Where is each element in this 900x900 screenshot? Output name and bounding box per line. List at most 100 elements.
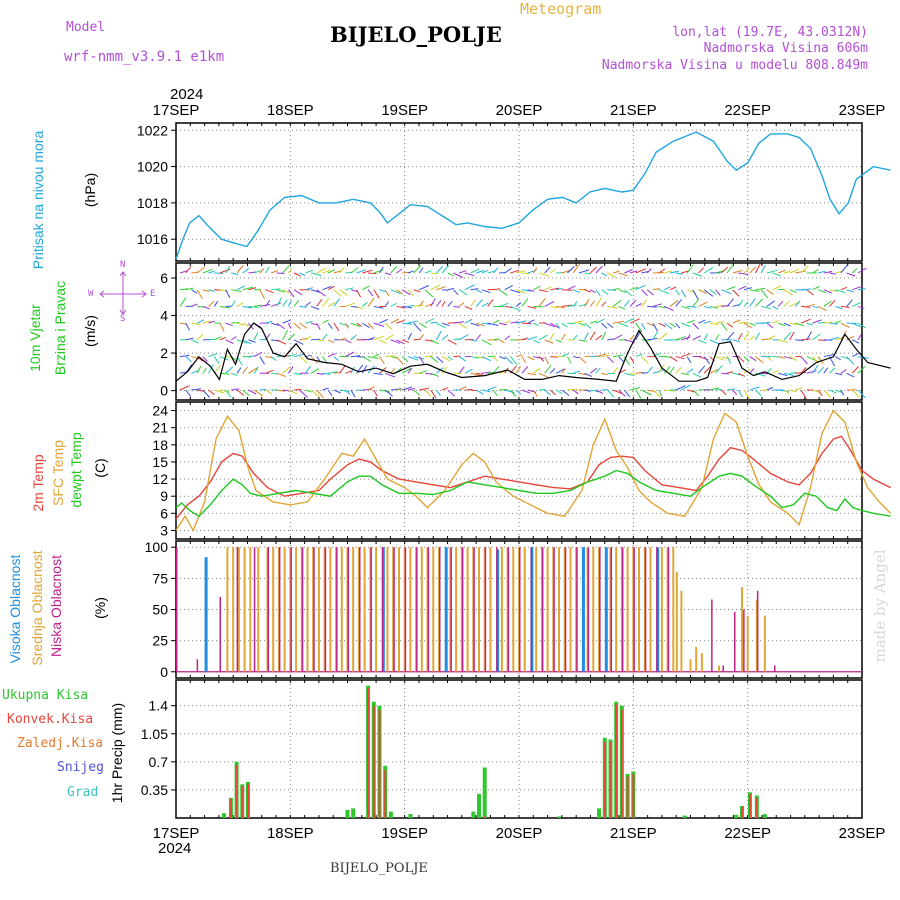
conv-precip-bar — [603, 741, 606, 818]
wind-arrow — [663, 366, 671, 374]
low-cloud-bar — [519, 547, 521, 672]
wind-arrow — [595, 334, 603, 341]
wind-arrow — [641, 271, 649, 274]
low-cloud-bar — [196, 659, 199, 672]
wind-arrow — [487, 322, 499, 326]
wind-arrow — [373, 289, 380, 299]
wind-arrow — [783, 389, 790, 395]
wind-arrow — [185, 266, 192, 274]
low-cloud-bar — [176, 547, 178, 672]
wind-arrow — [379, 339, 387, 344]
wind-arrow — [464, 305, 473, 310]
wind-arrow — [851, 389, 861, 399]
wind-arrow — [504, 284, 514, 291]
low-cloud-bar — [564, 547, 567, 672]
wind-arrow — [704, 305, 712, 309]
wind-arrow — [333, 270, 342, 274]
wind-arrow — [430, 339, 440, 345]
wind-arrow — [248, 389, 257, 395]
wind-arrow — [783, 270, 791, 274]
wind-arrow — [435, 330, 442, 341]
wind-arrow — [629, 318, 640, 324]
wind-arrow — [561, 389, 570, 396]
wind-arrow — [641, 372, 648, 374]
wind-arrow — [271, 288, 281, 291]
wind-arrow — [276, 372, 286, 377]
wind-arrow — [441, 264, 450, 274]
wind-arrow — [549, 389, 556, 396]
total-precip-bar — [682, 815, 687, 818]
wind-arrow — [521, 389, 531, 394]
wind-arrow — [328, 371, 338, 374]
conv-precip-bar — [235, 765, 238, 818]
wind-arrow — [772, 369, 780, 374]
wind-arrow — [299, 272, 306, 276]
low-cloud-bar — [370, 547, 372, 672]
wind-arrow — [601, 354, 610, 358]
mid-cloud-bar — [632, 547, 635, 672]
wind-arrow — [544, 266, 551, 274]
sfc-line — [175, 409, 892, 533]
wind-arrow — [430, 284, 440, 291]
wind-arrow — [299, 322, 308, 329]
y-tick-label: 6 — [160, 505, 168, 521]
wind-arrow — [282, 319, 291, 324]
wind-arrow — [766, 269, 778, 274]
wind-arrow — [834, 356, 841, 361]
y-tick-label: 4 — [160, 308, 168, 324]
wind-arrow — [635, 284, 646, 291]
wind-arrow — [231, 289, 242, 292]
wind-arrow — [601, 372, 608, 376]
wind-arrow — [846, 335, 855, 341]
product-title: Meteogram — [520, 0, 602, 18]
mid-cloud-bar — [700, 653, 703, 672]
wind-arrow — [806, 356, 817, 362]
wind-arrow — [287, 300, 293, 307]
wind-arrow — [538, 389, 546, 391]
wind-arrow — [253, 351, 263, 358]
wind-arrow — [618, 305, 626, 310]
wind-arrow — [573, 356, 580, 359]
low-cloud-bar — [359, 547, 361, 672]
wind-arrow — [191, 289, 198, 294]
low-cloud-bar — [278, 547, 281, 672]
wind-arrow — [179, 288, 189, 291]
wind-arrow — [635, 389, 642, 400]
wind-arrow — [322, 285, 332, 291]
wind-arrow — [720, 266, 729, 274]
mid-cloud-bar — [420, 547, 423, 672]
conv-precip-bar — [483, 816, 486, 818]
wind-arrow — [743, 267, 751, 274]
total-precip-bar — [477, 793, 481, 818]
wind-arrow — [327, 269, 335, 274]
wind-arrow — [225, 266, 231, 274]
pressure-panel: 1016 1018 1020 1022 — [137, 122, 891, 262]
conv-precip-bar — [632, 773, 635, 818]
y-tick-label: 0.7 — [149, 754, 169, 770]
wind-arrow — [635, 268, 646, 274]
wind-arrow — [709, 322, 719, 326]
wind-arrow — [795, 339, 804, 341]
y-tick-label: 1016 — [137, 231, 168, 247]
wind-arrow — [231, 372, 238, 376]
wind-arrow — [316, 339, 325, 342]
total-precip-bar — [734, 814, 739, 818]
wind-arrow — [658, 305, 666, 309]
wind-arrow — [698, 319, 706, 324]
wind-arrow — [800, 305, 811, 308]
low-cloud-bar — [667, 547, 670, 672]
wind-arrow — [527, 372, 536, 376]
wind-arrow — [840, 322, 850, 328]
wind-arrow — [835, 389, 843, 393]
wind-arrow — [231, 272, 239, 276]
wind-arrow — [527, 356, 535, 361]
wind-arrow — [789, 389, 797, 393]
wind-arrow — [418, 300, 424, 307]
wind-arrow — [208, 389, 215, 396]
wind-arrow — [219, 336, 226, 341]
wind-arrow — [806, 289, 814, 296]
mid-cloud-bar — [695, 646, 698, 672]
wind-arrow — [686, 264, 694, 274]
wind-arrow — [629, 286, 639, 291]
wind-arrow — [732, 269, 743, 274]
